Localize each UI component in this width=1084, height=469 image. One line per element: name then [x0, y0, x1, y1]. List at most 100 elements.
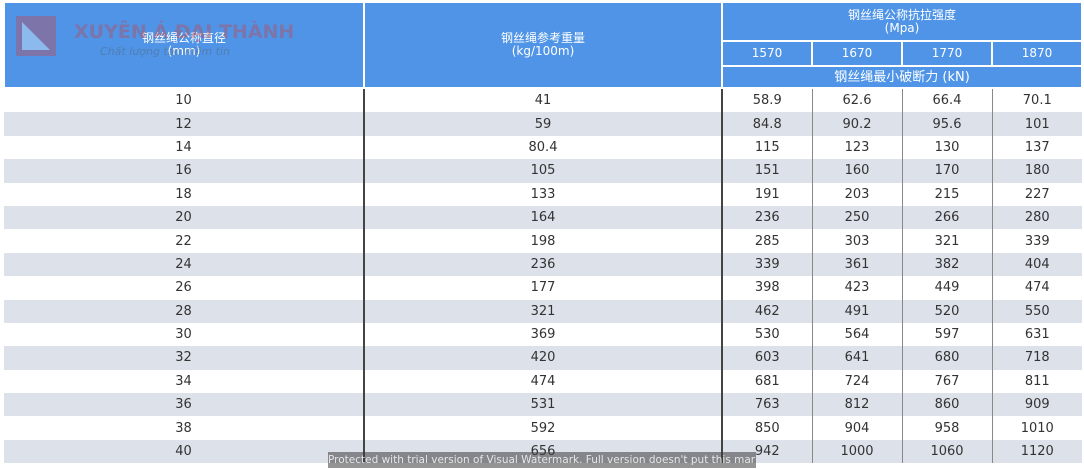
table-cell: 18 [175, 186, 192, 202]
table-cell: 101 [991, 112, 1083, 136]
table-row: 14 80.4 115 123 130 137 [4, 135, 1083, 160]
table-row: 20 164 236 250 266 280 [4, 205, 1083, 230]
table-row: 34 474 681 724 767 811 [4, 369, 1083, 394]
table-cell: 285 [721, 229, 812, 253]
watermark-notice: Protected with trial version of Visual W… [328, 452, 756, 468]
table-cell: 70.1 [991, 88, 1083, 113]
table-cell: 115 [721, 135, 812, 160]
table-cell: 34 [175, 373, 192, 389]
grade-cell: 1870 [990, 40, 1084, 67]
table-cell: 763 [721, 393, 812, 417]
table-cell: 531 [363, 393, 722, 417]
header-title: 钢丝绳公称直径 [141, 31, 226, 45]
table-cell: 592 [363, 416, 722, 440]
table-cell: 12 [4, 112, 364, 136]
table-cell: 850 [721, 416, 812, 440]
table-cell: 398 [721, 276, 812, 300]
table-cell: 80.4 [363, 135, 722, 160]
table-cell: 164 [363, 205, 722, 230]
table-row: 30 369 530 564 597 631 [4, 322, 1083, 347]
table-cell: 227 [991, 182, 1083, 206]
table-cell: 1060 [901, 439, 992, 464]
table-cell: 198 [363, 229, 722, 253]
table-cell: 58.9 [721, 88, 812, 113]
table-cell: 30 [175, 327, 192, 343]
table-cell: 361 [811, 252, 902, 277]
table-cell: 215 [901, 182, 992, 206]
table-row: 12 59 84.8 90.2 95.6 101 [4, 112, 1083, 136]
table-cell: 22 [175, 233, 192, 249]
table-cell: 10 [175, 93, 192, 109]
header-cell: 钢丝绳公称抗拉强度 (Mpa) [720, 3, 1084, 42]
table-cell: 84.8 [721, 112, 812, 136]
table-cell: 420 [363, 346, 722, 370]
table-cell: 24 [4, 252, 364, 277]
table-header: 钢丝绳公称直径 (mm) 钢丝绳参考重量 (kg/100m) 钢丝绳公称抗拉强度 (M… [3, 3, 1084, 89]
grade-cell: 1770 [901, 40, 993, 67]
header-title: 钢丝绳参考重量 [500, 31, 585, 45]
table-cell: 40 [4, 439, 364, 464]
table-cell: 62.6 [811, 88, 902, 113]
table-row: 38 592 850 904 958 1010 [4, 416, 1083, 440]
table-cell: 66.4 [901, 88, 992, 113]
table-cell: 718 [991, 346, 1083, 370]
table-cell: 631 [991, 322, 1083, 347]
table-cell: 369 [363, 322, 722, 347]
table-cell: 95.6 [901, 112, 992, 136]
table-cell: 133 [363, 182, 722, 206]
table-cell: 90.2 [811, 112, 902, 136]
table-cell: 564 [811, 322, 902, 347]
table-cell: 123 [811, 135, 902, 160]
table-cell: 1120 [991, 439, 1083, 464]
table-row: 32 420 603 641 680 718 [4, 346, 1083, 370]
table-cell: 38 [175, 420, 192, 436]
header-subtitle: 钢丝绳最小破断力 (kN) [720, 65, 1084, 89]
table-cell: 151 [721, 159, 812, 183]
table-cell: 16 [4, 159, 364, 183]
table-cell: 474 [363, 369, 722, 394]
table-cell: 20 [4, 205, 364, 230]
table-cell: 321 [901, 229, 992, 253]
table-row: 28 321 462 491 520 550 [4, 299, 1083, 323]
table-cell: 14 [175, 139, 192, 155]
table-cell: 382 [901, 252, 992, 277]
table-cell: 339 [991, 229, 1083, 253]
table-cell: 491 [811, 299, 902, 323]
rope-table: 钢丝绳公称直径 (mm) 钢丝绳参考重量 (kg/100m) 钢丝绳公称抗拉强度 (M… [3, 3, 1084, 464]
table-cell: 530 [721, 322, 812, 347]
table-cell: 280 [991, 205, 1083, 230]
table-cell: 203 [811, 182, 902, 206]
table-cell: 904 [811, 416, 902, 440]
table-cell: 32 [4, 346, 364, 370]
table-cell: 909 [991, 393, 1083, 417]
table-cell: 41 [363, 88, 722, 113]
table-cell: 137 [991, 135, 1083, 160]
table-cell: 958 [901, 416, 992, 440]
table-cell: 170 [901, 159, 992, 183]
header-unit: (Mpa) [884, 20, 920, 35]
table-cell: 449 [901, 276, 992, 300]
table-row: 10 41 58.9 62.6 66.4 70.1 [4, 88, 1083, 113]
table-row: 18 133 191 203 215 227 [4, 182, 1083, 206]
table-cell: 191 [721, 182, 812, 206]
table-row: 24 236 339 361 382 404 [4, 252, 1083, 277]
table-cell: 462 [721, 299, 812, 323]
header-unit: (kg/100m) [511, 44, 575, 58]
header-cell: 钢丝绳公称直径 (mm) [3, 3, 365, 89]
table-cell: 266 [901, 205, 992, 230]
table-cell: 680 [901, 346, 992, 370]
table-cell: 36 [4, 393, 364, 417]
table-cell: 303 [811, 229, 902, 253]
table-cell: 59 [363, 112, 722, 136]
table-cell: 321 [363, 299, 722, 323]
header-cell: 钢丝绳参考重量 (kg/100m) [363, 3, 723, 89]
table-cell: 681 [721, 369, 812, 394]
table-cell: 1010 [991, 416, 1083, 440]
table-row: 26 177 398 423 449 474 [4, 276, 1083, 300]
table-body: 10 41 58.9 62.6 66.4 70.1 12 59 84.8 90.2 95.6 101 1… [4, 88, 1083, 464]
table-cell: 180 [991, 159, 1083, 183]
table-cell: 236 [721, 205, 812, 230]
table-cell: 860 [901, 393, 992, 417]
table-cell: 812 [811, 393, 902, 417]
